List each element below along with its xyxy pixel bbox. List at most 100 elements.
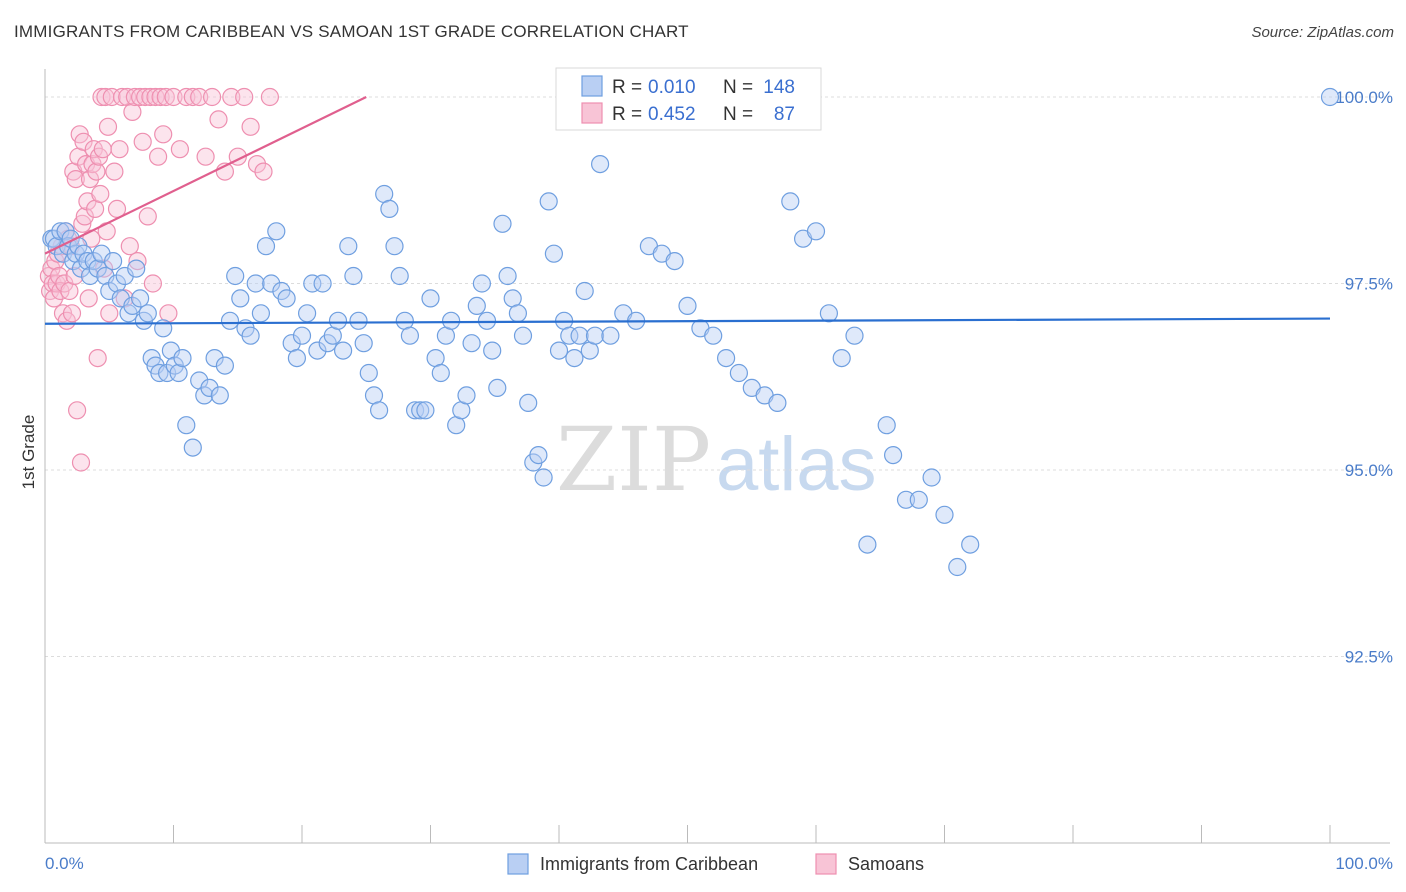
data-point (73, 214, 92, 233)
data-point (143, 274, 162, 293)
data-point (65, 266, 84, 286)
legend: R = 0.010 N = 148 R = 0.452 N = 87 (555, 67, 822, 131)
y-tick-label: 97.5% (1345, 275, 1393, 294)
data-point (339, 237, 358, 256)
data-point (173, 349, 192, 368)
data-point (93, 140, 112, 159)
series-samoans (39, 87, 279, 472)
data-point (128, 252, 147, 271)
data-point (390, 266, 409, 286)
data-point (570, 326, 589, 345)
data-point (462, 334, 481, 353)
data-point (247, 155, 267, 174)
data-point (385, 237, 404, 256)
data-point (380, 199, 399, 218)
data-point (909, 490, 928, 509)
data-point (354, 334, 373, 353)
data-point (467, 296, 486, 315)
data-point (209, 110, 228, 129)
trend-line-caribbean (44, 317, 1331, 325)
data-point (729, 363, 749, 383)
data-point (896, 490, 916, 509)
data-point (51, 222, 70, 241)
data-point (241, 117, 260, 136)
data-point (120, 237, 139, 256)
data-point (590, 155, 610, 174)
data-point (190, 87, 209, 107)
data-point (400, 326, 419, 345)
data-point (79, 289, 98, 308)
y-tick-label: 92.5% (1345, 648, 1393, 667)
data-point (92, 87, 111, 107)
legend-r-value-caribbean: 0.010 (648, 77, 696, 98)
y-tick-labels: 92.5% 95.0% 97.5% 100.0% (1335, 88, 1393, 667)
legend-swatch-caribbean (581, 75, 603, 97)
data-point (131, 87, 150, 107)
data-point (205, 349, 224, 368)
data-point (948, 557, 967, 577)
data-point (220, 311, 240, 330)
series-caribbean (42, 87, 1340, 577)
data-point (298, 304, 317, 323)
data-point (308, 341, 327, 360)
data-point (832, 349, 851, 368)
data-point (222, 87, 241, 107)
data-point (534, 468, 553, 487)
data-point (183, 87, 202, 107)
data-point (110, 140, 129, 159)
data-point (91, 184, 110, 204)
data-point (665, 252, 684, 271)
data-point (123, 102, 142, 122)
data-point (328, 311, 348, 330)
legend-n-label-caribbean: N = (723, 77, 753, 98)
data-point (601, 326, 620, 345)
data-point (883, 446, 903, 465)
data-point (935, 505, 954, 524)
data-point (200, 378, 219, 397)
data-point (105, 162, 124, 181)
data-point (150, 363, 169, 383)
data-point (169, 363, 188, 383)
data-point (477, 311, 497, 330)
watermark-atlas: atlas (716, 422, 877, 507)
data-point (127, 259, 146, 278)
data-point (560, 326, 579, 345)
data-point (544, 244, 564, 263)
data-point (103, 252, 123, 271)
data-point (251, 304, 270, 323)
data-point (858, 535, 877, 554)
data-point (519, 393, 538, 412)
data-point (421, 289, 440, 308)
data-point (411, 401, 430, 420)
bottom-legend-label-samoans: Samoans (848, 854, 924, 874)
bottom-legend: Immigrants from Caribbean Samoans (507, 853, 924, 875)
data-point (704, 326, 723, 345)
data-point (235, 87, 254, 107)
data-point (138, 304, 157, 323)
data-point (154, 125, 173, 144)
y-tick-label: 100.0% (1335, 88, 1393, 107)
data-point (529, 446, 548, 465)
data-point (488, 378, 507, 397)
x-tick-label: 100.0% (1335, 854, 1393, 873)
watermark: ZIP atlas (556, 408, 877, 511)
data-point (170, 140, 189, 159)
legend-n-value-samoans: 87 (774, 104, 795, 125)
data-point (226, 266, 245, 286)
data-point (508, 304, 528, 323)
data-point (215, 356, 234, 375)
data-point (115, 289, 134, 308)
data-point (151, 87, 170, 107)
y-axis-title: 1st Grade (19, 415, 38, 490)
data-point (845, 326, 864, 345)
data-point (334, 341, 353, 360)
trend-lines (44, 96, 1331, 325)
data-point (149, 147, 168, 166)
series-points (39, 87, 1340, 577)
data-point (107, 274, 127, 293)
legend-swatch-samoans (581, 102, 603, 124)
legend-r-label-caribbean: R = (612, 77, 642, 98)
data-point (678, 296, 697, 315)
legend-n-value-caribbean: 148 (763, 77, 795, 98)
